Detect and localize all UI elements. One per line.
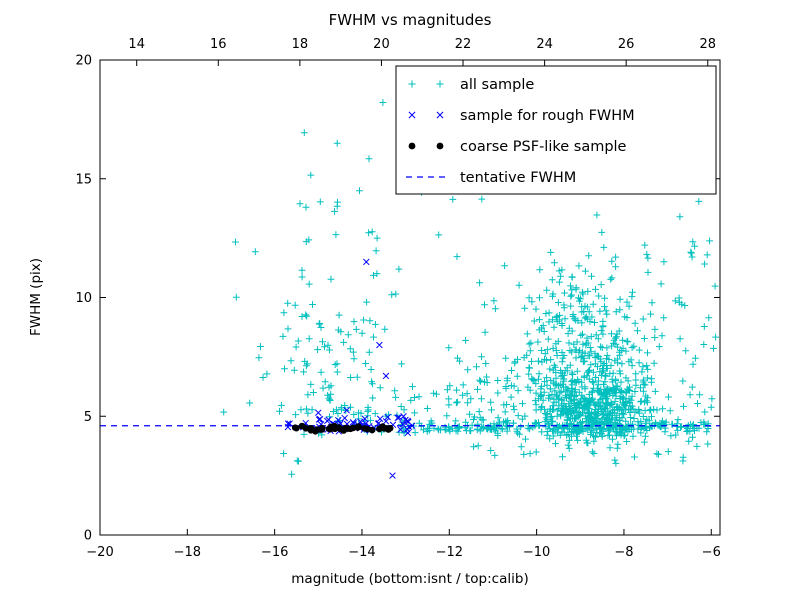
y-tick-label: 0 <box>84 529 92 544</box>
x-axis-label: magnitude (bottom:isnt / top:calib) <box>291 571 528 587</box>
legend-label: tentative FWHM <box>460 170 576 186</box>
scatter-points-layer <box>100 86 720 479</box>
top-tick-label: 26 <box>618 37 635 52</box>
psf-sample-points <box>291 422 394 435</box>
axes-ticks-layer: −20 −18 −16 −14 −12 −10 −8 −6 14 16 18 20 22 24 26 28 0 5… <box>75 37 720 560</box>
legend-label: all sample <box>460 77 534 93</box>
legend-label: sample for rough FWHM <box>460 108 635 124</box>
y-tick-label: 20 <box>75 54 92 69</box>
x-tick-label: −6 <box>702 545 721 560</box>
x-marker-icon <box>436 111 444 119</box>
legend-item-2: coarse PSF-like sample <box>408 139 627 155</box>
y-tick-label: 5 <box>84 410 92 425</box>
x-tick-label: −16 <box>261 545 288 560</box>
top-tick-label: 28 <box>699 37 716 52</box>
top-tick-label: 16 <box>210 37 227 52</box>
y-tick-label: 10 <box>75 291 92 306</box>
plot-border <box>99 59 721 536</box>
x-marker-icon <box>408 111 416 119</box>
x-tick-label: −18 <box>174 545 201 560</box>
chart-title: FWHM vs magnitudes <box>329 11 492 29</box>
top-tick-label: 20 <box>373 37 390 52</box>
y-tick-label: 15 <box>75 172 92 187</box>
x-tick-label: −12 <box>436 545 463 560</box>
top-tick-label: 14 <box>128 37 145 52</box>
legend-box <box>395 65 717 195</box>
dot-marker-icon <box>436 142 444 150</box>
plus-marker-icon <box>408 80 416 88</box>
legend-item-3: tentative FWHM <box>406 170 576 186</box>
legend: all sample sample for rough FWHM coarse PS… <box>395 65 717 195</box>
top-tick-label: 24 <box>536 37 553 52</box>
x-tick-label: −20 <box>86 545 113 560</box>
legend-label: coarse PSF-like sample <box>460 139 627 155</box>
dot-marker-icon <box>408 142 416 150</box>
x-tick-label: −10 <box>523 545 550 560</box>
x-tick-label: −14 <box>348 545 375 560</box>
top-tick-label: 22 <box>455 37 472 52</box>
legend-item-0: all sample <box>408 77 534 93</box>
x-tick-label: −8 <box>614 545 633 560</box>
plus-marker-icon <box>436 80 444 88</box>
legend-item-1: sample for rough FWHM <box>408 108 635 124</box>
y-axis-label: FWHM (pix) <box>28 258 44 336</box>
top-tick-label: 18 <box>292 37 309 52</box>
